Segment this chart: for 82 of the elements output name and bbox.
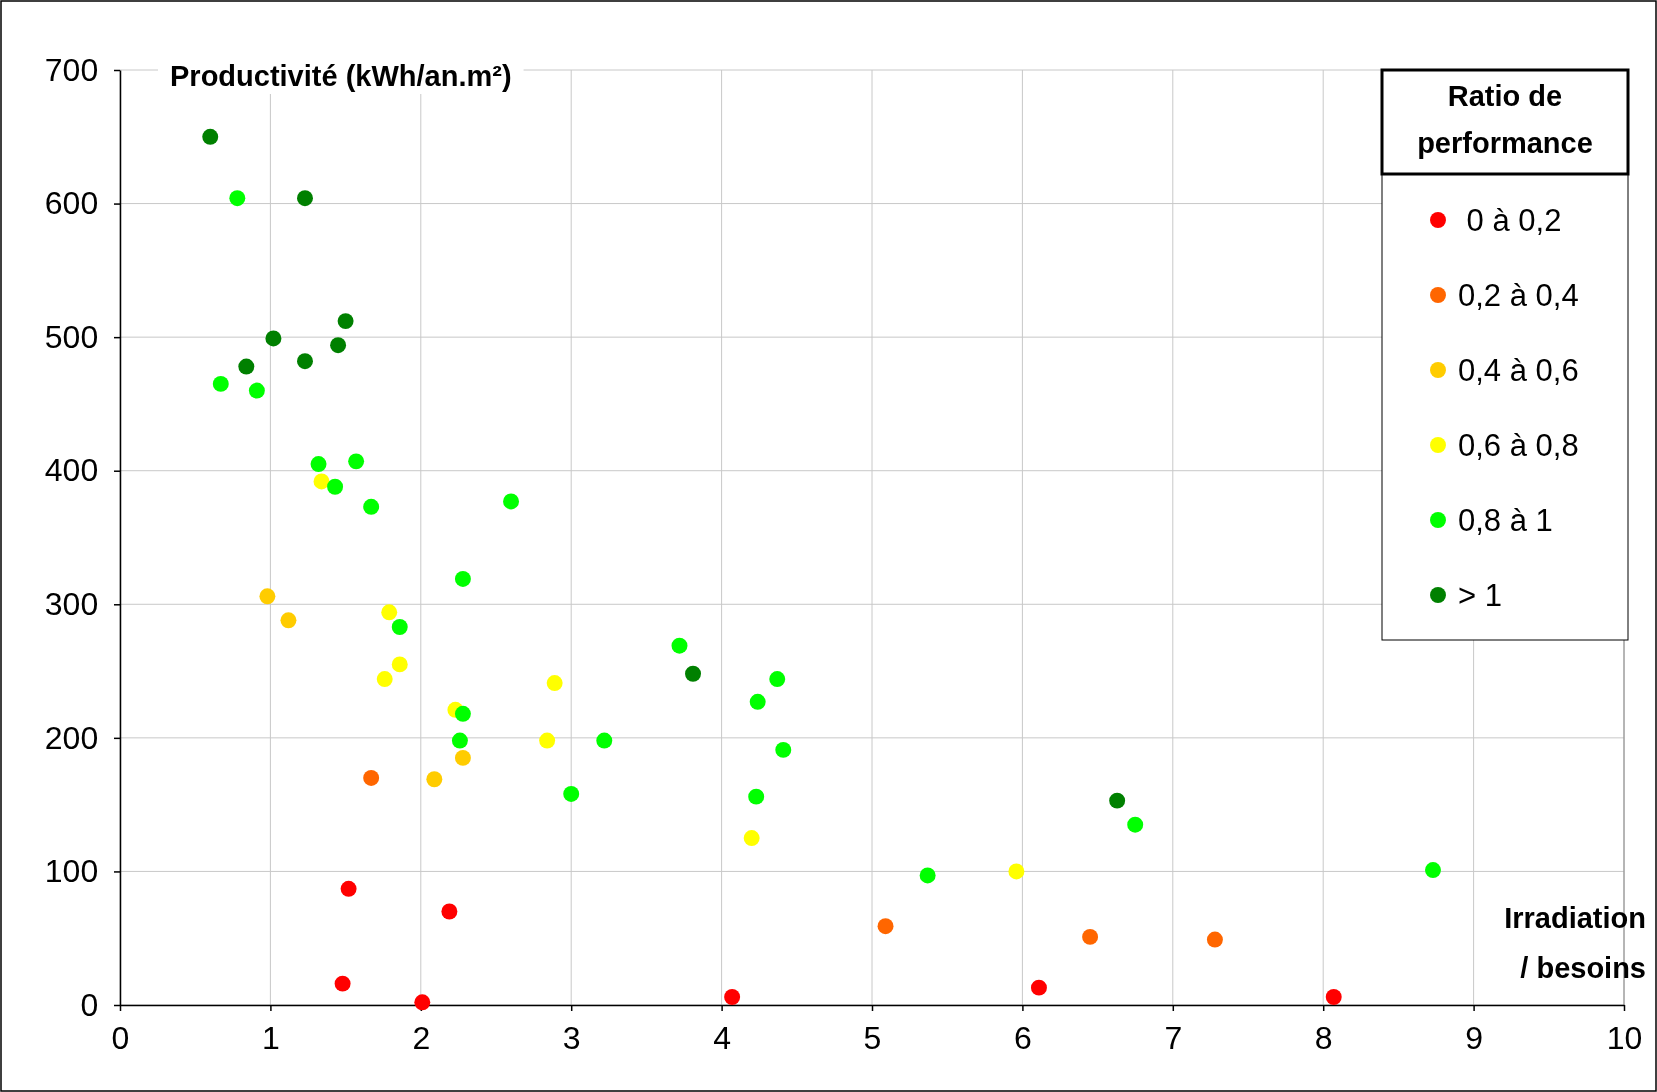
point (1008, 863, 1025, 880)
y-tick-label: 700 (44, 51, 99, 88)
point (877, 918, 894, 935)
point (297, 190, 313, 207)
x-tick-label: 5 (863, 1020, 882, 1057)
y-tick-label: 100 (44, 853, 99, 890)
x-tick-label: 3 (562, 1020, 581, 1057)
point (546, 675, 563, 692)
x-tick-label: 0 (111, 1020, 130, 1057)
point (671, 637, 688, 654)
point (454, 749, 471, 766)
point (919, 867, 936, 884)
point (414, 994, 431, 1011)
point (1325, 989, 1342, 1005)
point (265, 330, 282, 347)
y-tick-label: 300 (44, 586, 99, 623)
point (337, 313, 354, 330)
y-tick-label: 200 (44, 719, 99, 756)
legend-label: 0,4 à 0,6 (1458, 353, 1579, 388)
point (748, 788, 765, 805)
x-tick-label: 7 (1164, 1020, 1183, 1057)
x-axis-title: Irradiation / besoins (1504, 902, 1646, 984)
point (563, 785, 580, 802)
point (248, 382, 265, 399)
legend-label: 0 à 0,2 (1458, 203, 1562, 238)
point (426, 771, 443, 788)
point (363, 769, 380, 786)
point (297, 353, 313, 370)
point (381, 604, 398, 621)
x-tick-label: 1 (262, 1020, 280, 1057)
point (348, 453, 365, 470)
x-tick-label: 6 (1014, 1020, 1032, 1057)
point (743, 830, 760, 846)
point (229, 190, 246, 207)
point (391, 619, 408, 635)
point (1425, 862, 1441, 879)
point (724, 989, 741, 1005)
y-tick-label: 500 (44, 318, 99, 355)
point (503, 493, 520, 510)
legend-label: 0,6 à 0,8 (1458, 428, 1579, 463)
point (769, 671, 786, 688)
point (391, 656, 408, 673)
point (539, 732, 556, 749)
point (313, 473, 330, 490)
point (340, 880, 357, 897)
y-tick-label: 400 (44, 452, 99, 489)
point (259, 588, 276, 605)
legend-label: > 1 (1458, 578, 1502, 613)
point (1082, 928, 1099, 945)
point (1030, 979, 1047, 996)
x-tick-label: 8 (1314, 1020, 1333, 1057)
x-tick-label: 9 (1465, 1020, 1483, 1057)
point (749, 693, 766, 710)
point (238, 358, 255, 375)
point (441, 903, 458, 920)
point (330, 337, 347, 354)
y-tick-label: 0 (80, 986, 99, 1023)
point (363, 498, 380, 515)
point (1206, 931, 1223, 948)
x-tick-label: 4 (713, 1020, 731, 1057)
point (212, 375, 229, 392)
x-tick-label: 2 (412, 1020, 431, 1057)
point (454, 705, 471, 722)
point (454, 570, 471, 587)
point (1109, 792, 1126, 809)
point (334, 975, 351, 992)
legend-label: 0,2 à 0,4 (1458, 278, 1579, 313)
point (327, 478, 344, 495)
y-axis-title: Productivité (kWh/an.m²) (170, 60, 512, 92)
point (310, 456, 327, 472)
point (280, 612, 297, 629)
legend-label: 0,8 à 1 (1458, 503, 1553, 538)
legend-title: Ratio de performance (1417, 80, 1593, 159)
point (685, 665, 701, 682)
y-tick-label: 600 (44, 185, 99, 222)
x-tick-label: 10 (1606, 1020, 1643, 1057)
point (775, 741, 792, 758)
point (451, 732, 468, 749)
point (1127, 816, 1144, 833)
point (376, 671, 393, 688)
point (202, 128, 219, 145)
point (596, 732, 613, 749)
